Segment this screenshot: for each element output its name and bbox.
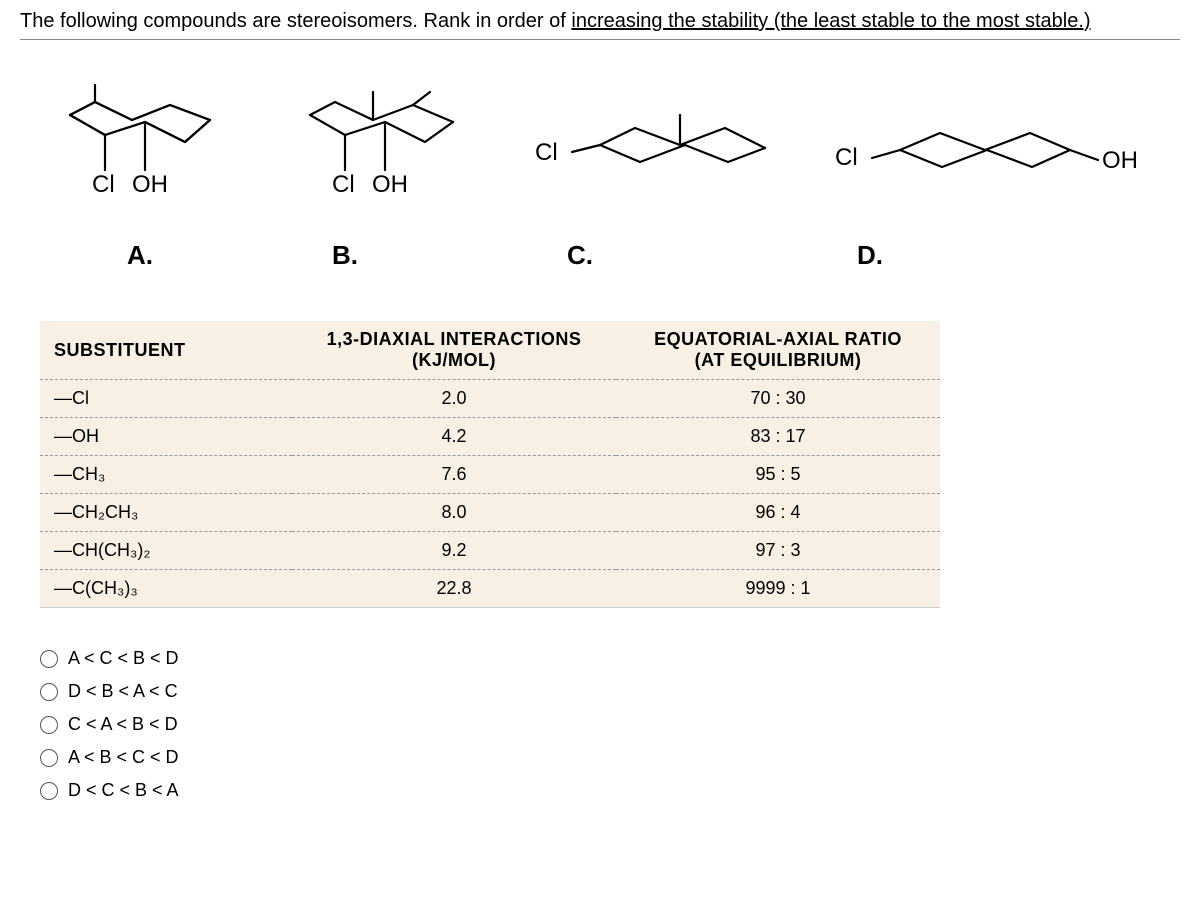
- structures-row: Cl OH Cl OH: [20, 80, 1180, 210]
- question-prefix: The following compounds are stereoisomer…: [20, 10, 571, 32]
- structure-b-cl: Cl: [332, 171, 355, 198]
- table-row: —CH(CH₃)₂ 9.2 97 : 3: [40, 532, 940, 570]
- option-row-4[interactable]: D < C < B < A: [40, 780, 1180, 801]
- substituent-table: SUBSTITUENT 1,3-DIAXIAL INTERACTIONS (KJ…: [40, 321, 940, 608]
- cell-ratio: 70 : 30: [616, 380, 940, 418]
- header-interactions-l1: 1,3-DIAXIAL INTERACTIONS: [327, 329, 582, 349]
- structure-d-cl: Cl: [835, 144, 858, 171]
- question-text: The following compounds are stereoisomer…: [20, 10, 1180, 40]
- structure-d-oh: OH: [1102, 147, 1138, 174]
- cell-val: 4.2: [292, 418, 616, 456]
- cell-sub: —OH: [40, 418, 292, 456]
- structure-b-oh: OH: [372, 171, 408, 198]
- header-interactions: 1,3-DIAXIAL INTERACTIONS (KJ/MOL): [292, 321, 616, 380]
- table-row: —CH₃ 7.6 95 : 5: [40, 456, 940, 494]
- cell-val: 9.2: [292, 532, 616, 570]
- option-row-1[interactable]: D < B < A < C: [40, 681, 1180, 702]
- structure-b: Cl OH: [280, 80, 490, 210]
- radio-icon[interactable]: [40, 683, 58, 701]
- structure-a-svg: Cl OH: [50, 80, 230, 210]
- option-label: A < B < C < D: [68, 747, 179, 768]
- table-header-row: SUBSTITUENT 1,3-DIAXIAL INTERACTIONS (KJ…: [40, 321, 940, 380]
- table-row: —Cl 2.0 70 : 30: [40, 380, 940, 418]
- cell-ratio: 97 : 3: [616, 532, 940, 570]
- cell-ratio: 83 : 17: [616, 418, 940, 456]
- cell-sub: —CH(CH₃)₂: [40, 532, 292, 570]
- question-underlined: increasing the stability (the least stab…: [571, 10, 1090, 32]
- label-a: A.: [40, 240, 240, 271]
- option-row-0[interactable]: A < C < B < D: [40, 648, 1180, 669]
- table-row: —OH 4.2 83 : 17: [40, 418, 940, 456]
- cell-sub: —CH₂CH₃: [40, 494, 292, 532]
- structure-c: Cl: [530, 90, 790, 210]
- radio-icon[interactable]: [40, 650, 58, 668]
- cell-val: 8.0: [292, 494, 616, 532]
- labels-row: A. B. C. D.: [20, 240, 1180, 271]
- structure-d: Cl OH: [830, 100, 1150, 210]
- option-label: C < A < B < D: [68, 714, 178, 735]
- option-label: A < C < B < D: [68, 648, 179, 669]
- cell-ratio: 95 : 5: [616, 456, 940, 494]
- cell-ratio: 96 : 4: [616, 494, 940, 532]
- option-row-3[interactable]: A < B < C < D: [40, 747, 1180, 768]
- cell-val: 7.6: [292, 456, 616, 494]
- cell-val: 2.0: [292, 380, 616, 418]
- label-b: B.: [240, 240, 450, 271]
- structure-a: Cl OH: [40, 80, 240, 210]
- structure-c-cl: Cl: [535, 139, 558, 166]
- cell-sub: —C(CH₃)₃: [40, 570, 292, 608]
- structure-a-cl: Cl: [92, 171, 115, 198]
- header-ratio-l1: EQUATORIAL-AXIAL RATIO: [654, 329, 902, 349]
- table-row: —CH₂CH₃ 8.0 96 : 4: [40, 494, 940, 532]
- header-ratio: EQUATORIAL-AXIAL RATIO (AT EQUILIBRIUM): [616, 321, 940, 380]
- option-label: D < B < A < C: [68, 681, 178, 702]
- structure-b-svg: Cl OH: [285, 80, 485, 210]
- table-body: —Cl 2.0 70 : 30 —OH 4.2 83 : 17 —CH₃ 7.6…: [40, 380, 940, 608]
- cell-ratio: 9999 : 1: [616, 570, 940, 608]
- option-label: D < C < B < A: [68, 780, 179, 801]
- header-ratio-l2: (AT EQUILIBRIUM): [695, 350, 862, 370]
- radio-icon[interactable]: [40, 749, 58, 767]
- radio-icon[interactable]: [40, 716, 58, 734]
- cell-sub: —CH₃: [40, 456, 292, 494]
- cell-sub: —Cl: [40, 380, 292, 418]
- structure-c-svg: Cl: [530, 90, 790, 210]
- cell-val: 22.8: [292, 570, 616, 608]
- label-d: D.: [710, 240, 1030, 271]
- answer-options: A < C < B < D D < B < A < C C < A < B < …: [20, 648, 1180, 801]
- structure-a-oh: OH: [132, 171, 168, 198]
- label-c: C.: [450, 240, 710, 271]
- option-row-2[interactable]: C < A < B < D: [40, 714, 1180, 735]
- radio-icon[interactable]: [40, 782, 58, 800]
- header-substituent: SUBSTITUENT: [40, 321, 292, 380]
- table-row: —C(CH₃)₃ 22.8 9999 : 1: [40, 570, 940, 608]
- structure-d-svg: Cl OH: [830, 100, 1150, 210]
- header-interactions-l2: (KJ/MOL): [412, 350, 496, 370]
